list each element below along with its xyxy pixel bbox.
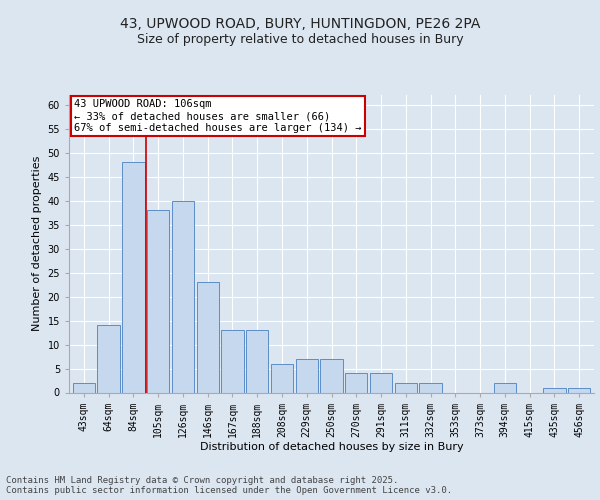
Bar	[172, 200, 194, 392]
Text: Contains HM Land Registry data © Crown copyright and database right 2025.
Contai: Contains HM Land Registry data © Crown c…	[6, 476, 452, 495]
Bar	[370, 374, 392, 392]
Bar	[345, 374, 367, 392]
Text: 43 UPWOOD ROAD: 106sqm
← 33% of detached houses are smaller (66)
67% of semi-det: 43 UPWOOD ROAD: 106sqm ← 33% of detached…	[74, 100, 362, 132]
Bar	[320, 359, 343, 392]
Bar	[395, 383, 417, 392]
X-axis label: Distribution of detached houses by size in Bury: Distribution of detached houses by size …	[200, 442, 463, 452]
Bar	[246, 330, 268, 392]
Bar	[122, 162, 145, 392]
Bar	[147, 210, 169, 392]
Bar	[494, 383, 516, 392]
Text: Size of property relative to detached houses in Bury: Size of property relative to detached ho…	[137, 32, 463, 46]
Bar	[271, 364, 293, 392]
Bar	[296, 359, 318, 392]
Bar	[568, 388, 590, 392]
Bar	[543, 388, 566, 392]
Bar	[97, 326, 120, 392]
Bar	[73, 383, 95, 392]
Bar	[197, 282, 219, 393]
Bar	[419, 383, 442, 392]
Text: 43, UPWOOD ROAD, BURY, HUNTINGDON, PE26 2PA: 43, UPWOOD ROAD, BURY, HUNTINGDON, PE26 …	[120, 18, 480, 32]
Bar	[221, 330, 244, 392]
Y-axis label: Number of detached properties: Number of detached properties	[32, 156, 42, 332]
